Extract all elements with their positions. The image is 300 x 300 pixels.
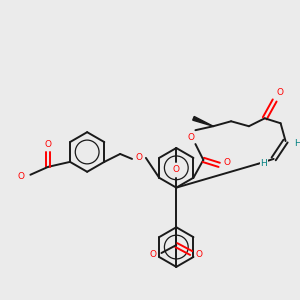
Text: O: O [173,165,180,174]
Text: O: O [149,250,156,260]
Text: O: O [136,153,142,162]
Polygon shape [193,116,213,126]
Text: H: H [260,159,267,168]
Text: O: O [224,158,231,167]
Text: O: O [196,250,202,260]
Text: O: O [18,172,25,181]
Text: O: O [45,140,52,148]
Text: H: H [294,139,300,148]
Text: O: O [188,133,195,142]
Text: O: O [276,88,283,97]
